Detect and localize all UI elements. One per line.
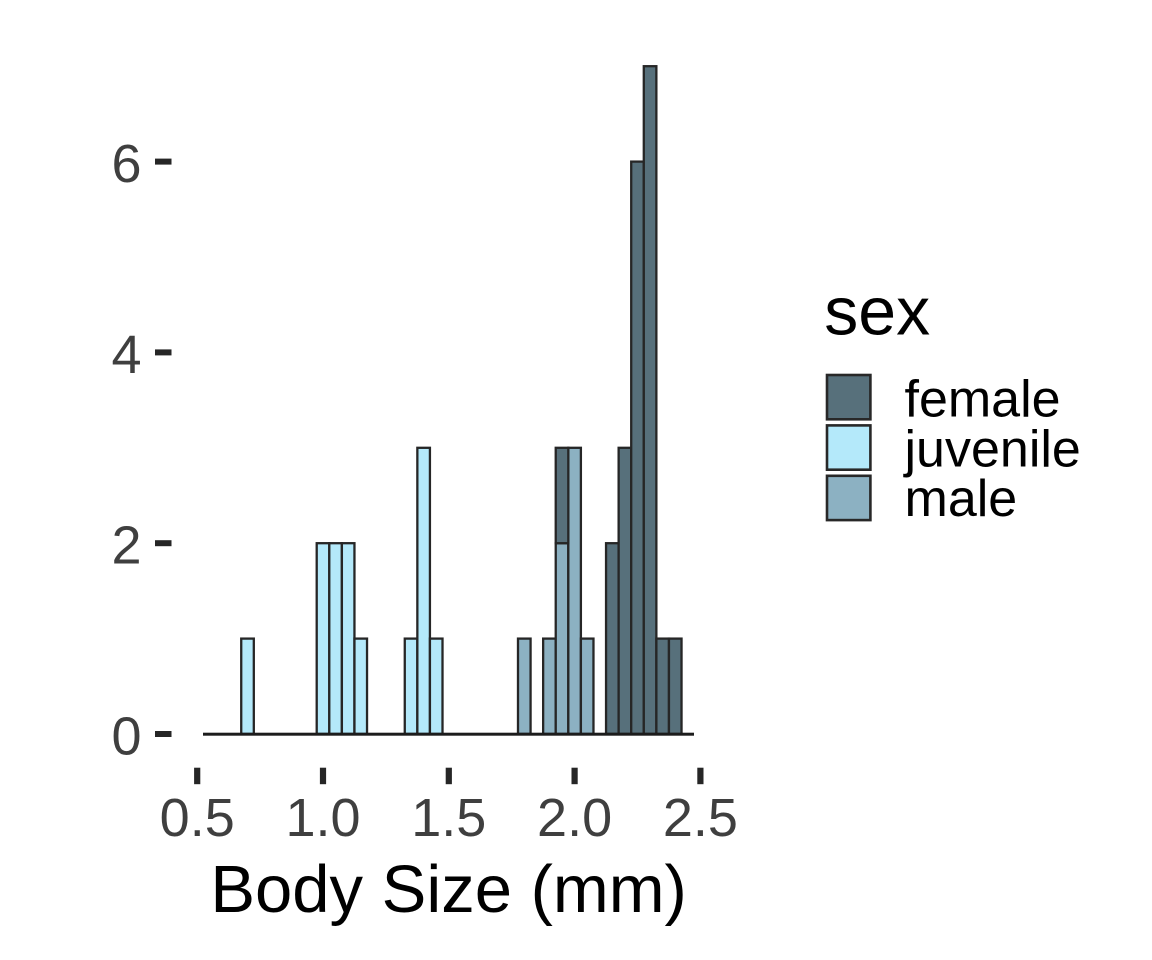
svg-text:1.0: 1.0 bbox=[285, 788, 360, 848]
svg-text:2.5: 2.5 bbox=[663, 788, 738, 848]
svg-text:4: 4 bbox=[111, 325, 141, 385]
svg-text:Body Size (mm): Body Size (mm) bbox=[210, 852, 687, 927]
svg-text:female: female bbox=[905, 371, 1061, 429]
svg-text:0.5: 0.5 bbox=[160, 788, 235, 848]
svg-text:0: 0 bbox=[111, 706, 141, 766]
svg-text:male: male bbox=[905, 470, 1018, 528]
svg-text:6: 6 bbox=[111, 134, 141, 194]
svg-text:1.5: 1.5 bbox=[411, 788, 486, 848]
svg-text:juvenile: juvenile bbox=[903, 420, 1081, 478]
svg-text:sex: sex bbox=[824, 274, 930, 350]
svg-text:2.0: 2.0 bbox=[537, 788, 612, 848]
svg-text:2: 2 bbox=[111, 516, 141, 576]
